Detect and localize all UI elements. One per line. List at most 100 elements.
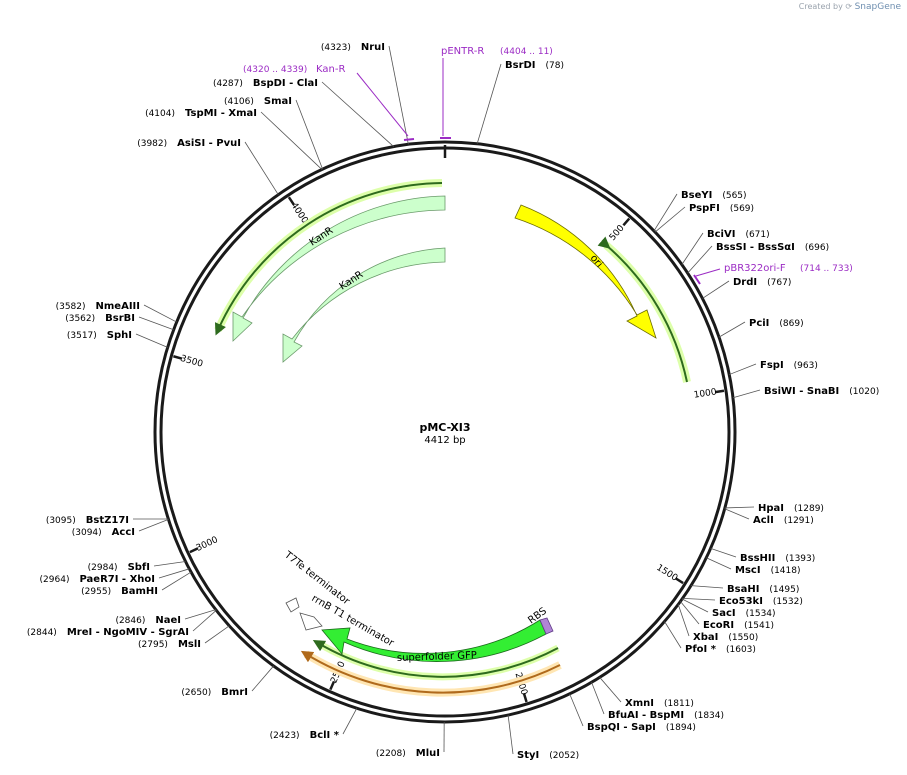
- enzyme-position: (1894): [666, 723, 696, 733]
- enzyme-name: NruI: [361, 42, 385, 53]
- enzyme-name: MluI: [416, 748, 440, 759]
- enzyme-position: (3095): [46, 516, 76, 526]
- enzyme-position: (963): [794, 361, 818, 371]
- enzyme-position: (3094): [72, 528, 102, 538]
- enzyme-leader-line: [138, 519, 169, 532]
- enzyme-position: (1550): [728, 633, 758, 643]
- enzyme-position: (2964): [40, 575, 70, 585]
- snapgene-logo-icon: ⟳: [845, 2, 853, 11]
- enzyme-position: (2208): [376, 749, 406, 759]
- enzyme-position: (1534): [746, 609, 776, 619]
- kanr-feature-arrow-2: [282, 247, 446, 363]
- feature-label-kanr-2: KanR: [338, 269, 366, 292]
- enzyme-position: (569): [730, 204, 754, 214]
- enzyme-name: BstZ17I: [86, 515, 129, 526]
- plasmid-name: pMC-XI3: [419, 421, 470, 434]
- enzyme-leader-line: [702, 280, 730, 299]
- enzyme-leader-line: [138, 316, 174, 331]
- enzyme-leader-line: [599, 677, 622, 703]
- enzyme-leader-line: [677, 604, 690, 637]
- primer-kan-r-pos: (4320 .. 4339): [243, 65, 307, 75]
- enzyme-name: BfuAI - BspMI: [608, 710, 684, 721]
- enzyme-position: (2955): [81, 587, 111, 597]
- enzyme-leader-line: [681, 232, 704, 265]
- enzyme-name: DrdI: [733, 277, 757, 288]
- enzyme-name: PciI: [749, 318, 769, 329]
- enzyme-leader-line: [681, 598, 709, 613]
- enzyme-position: (869): [779, 319, 803, 329]
- tick-label: 3000: [195, 535, 220, 554]
- enzyme-name: PfoI *: [685, 644, 717, 655]
- enzyme-leader-line: [729, 363, 757, 375]
- enzyme-leader-line: [251, 665, 274, 692]
- feature-label-kanr-1: KanR: [308, 225, 336, 248]
- enzyme-leader-line: [184, 609, 216, 620]
- enzyme-name: SacI: [712, 608, 736, 619]
- gfp-feature-arrow: [321, 619, 547, 662]
- enzyme-leader-line: [192, 610, 217, 632]
- enzyme-name: StyI: [517, 750, 539, 761]
- enzyme-name: NmeAIII: [96, 301, 140, 312]
- gfp-orf-band: [312, 639, 559, 678]
- enzyme-leader-line: [204, 625, 230, 644]
- enzyme-name: EcoRI: [703, 620, 734, 631]
- kanr-feature-arrow-1: [232, 195, 446, 342]
- enzyme-position: (1532): [773, 597, 803, 607]
- enzyme-position: (2984): [88, 563, 118, 573]
- enzyme-position: (1495): [769, 585, 799, 595]
- enzyme-name: BsaHI: [727, 584, 759, 595]
- enzyme-name: PaeR7I - XhoI: [79, 574, 155, 585]
- enzyme-position: (767): [767, 278, 791, 288]
- enzyme-leader-line: [260, 111, 323, 170]
- enzyme-sites: NruI (4323) BsrDI (78) BspDI - ClaI (4287) Sma…: [27, 42, 879, 761]
- enzyme-name: TspMI - XmaI: [185, 108, 257, 119]
- rbs-feature: [539, 617, 554, 635]
- enzyme-position: (2795): [138, 640, 168, 650]
- tick-mark: [173, 355, 183, 360]
- enzyme-leader-line: [507, 715, 514, 755]
- feature-label-gfp: superfolder GFP: [397, 650, 477, 664]
- enzyme-leader-line: [158, 568, 190, 579]
- enzyme-leader-line: [724, 508, 750, 520]
- primer-pbr322ori-f-name: pBR322ori-F: [724, 263, 786, 274]
- enzyme-name: Eco53kI: [719, 596, 763, 607]
- primer-pentr-r-name: pENTR-R: [441, 46, 484, 57]
- enzyme-name: SphI: [107, 330, 132, 341]
- enzyme-leader-line: [476, 63, 502, 144]
- enzyme-name: BseYI: [681, 190, 712, 201]
- credit-brand: SnapGene: [854, 2, 901, 12]
- enzyme-name: BciVI: [707, 229, 735, 240]
- primer-kan-r-leader: [356, 72, 409, 137]
- enzyme-name: AclI: [753, 515, 774, 526]
- primer-kan-r-name: Kan-R: [316, 64, 345, 75]
- tick-label: 1500: [654, 563, 679, 584]
- enzyme-position: (2423): [270, 731, 300, 741]
- enzyme-name: AccI: [112, 527, 135, 538]
- enzyme-position: (3982): [137, 139, 167, 149]
- enzyme-name: XmnI: [625, 698, 654, 709]
- enzyme-leader-line: [161, 571, 192, 591]
- kanr-orf-band: [214, 182, 443, 336]
- enzyme-leader-line: [388, 45, 409, 145]
- ori-orf-band: [597, 236, 688, 383]
- enzyme-name: MslI: [178, 639, 201, 650]
- enzyme-leader-line: [706, 557, 732, 570]
- enzyme-leader-line: [687, 245, 713, 274]
- enzyme-position: (3562): [65, 314, 95, 324]
- enzyme-leader-line: [680, 601, 700, 625]
- tick-label: 3500: [179, 354, 204, 370]
- enzyme-leader-line: [153, 561, 186, 567]
- enzyme-position: (78): [546, 61, 564, 71]
- enzyme-name: HpaI: [758, 503, 784, 514]
- enzyme-position: (1834): [694, 711, 724, 721]
- enzyme-leader-line: [654, 206, 686, 233]
- enzyme-leader-line: [732, 389, 761, 399]
- insert-band: [300, 650, 561, 694]
- tick-label: 1000: [693, 387, 717, 400]
- enzyme-position: (2846): [115, 616, 145, 626]
- enzyme-name: MscI: [735, 565, 761, 576]
- tick-mark: [714, 389, 725, 394]
- tick-label: 500: [608, 223, 627, 243]
- tick-mark: [287, 196, 295, 206]
